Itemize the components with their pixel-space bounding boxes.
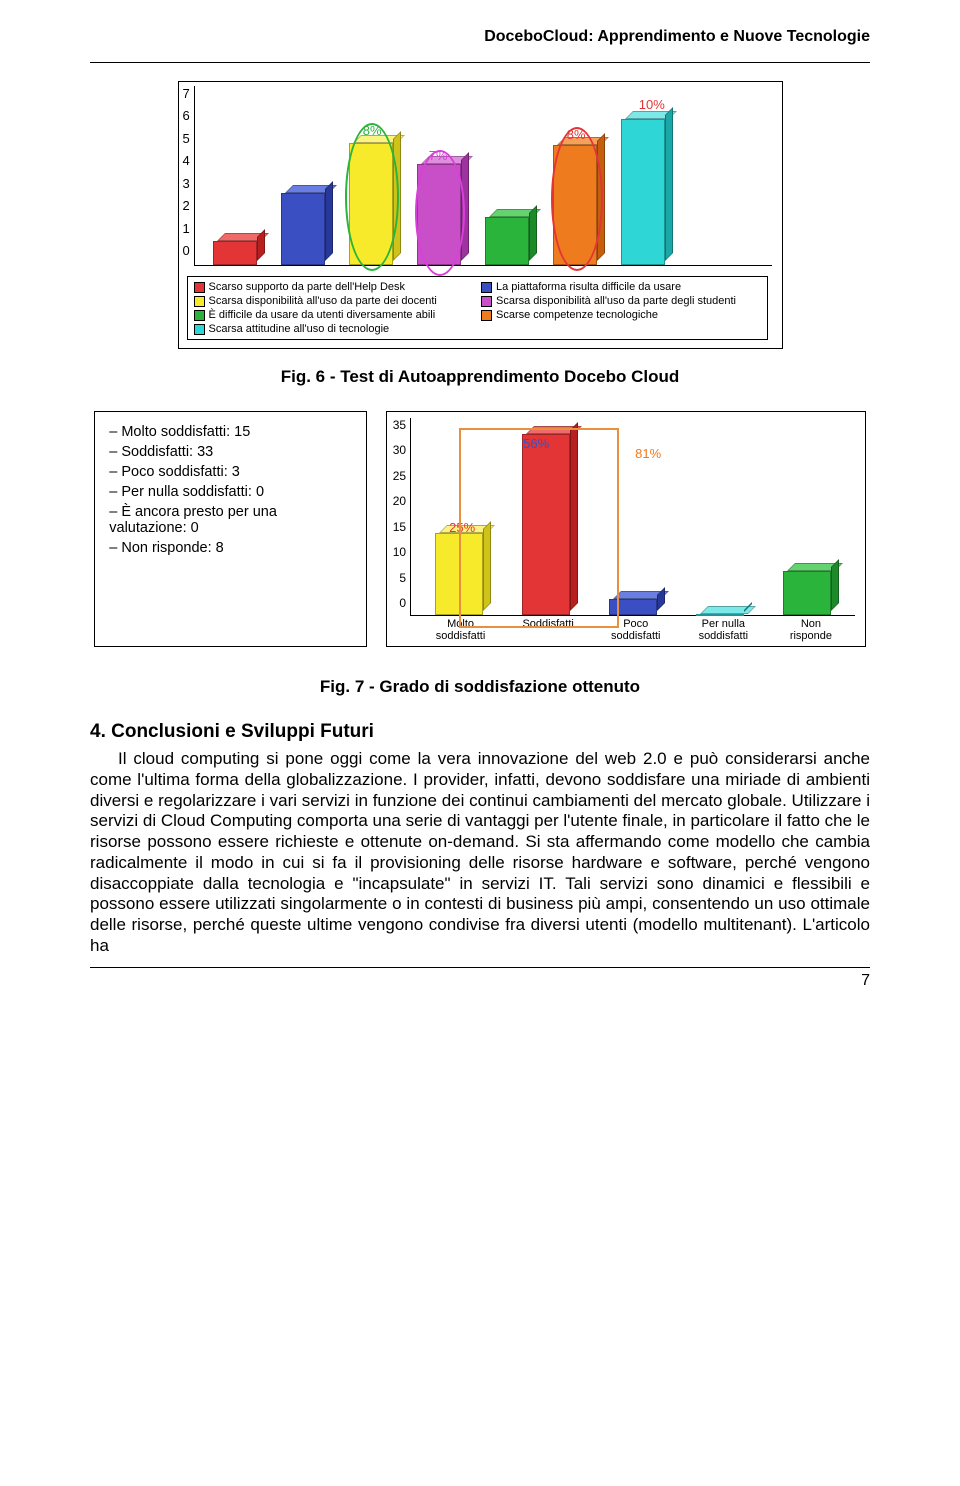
legend-swatch bbox=[481, 296, 492, 307]
chart2-ytick: 5 bbox=[393, 571, 406, 585]
chart1-bar: 8% bbox=[349, 143, 393, 265]
legend-label: È difficile da usare da utenti diversame… bbox=[209, 309, 436, 321]
chart1-annotation: 10% bbox=[639, 97, 665, 112]
chart2-xlabel: Non risponde bbox=[779, 618, 843, 642]
chart2-ytick: 15 bbox=[393, 520, 406, 534]
chart1-bar: 10% bbox=[621, 119, 665, 265]
body-paragraph: Il cloud computing si pone oggi come la … bbox=[90, 749, 870, 956]
chart2-bar bbox=[609, 599, 657, 615]
legend-label: Scarsa disponibilità all'uso da parte de… bbox=[209, 295, 437, 307]
legend-swatch bbox=[481, 282, 492, 293]
satisfaction-list: – Molto soddisfatti: 15 – Soddisfatti: 33… bbox=[94, 411, 367, 647]
chart1-legend-item: Scarse competenze tecnologiche bbox=[481, 309, 761, 321]
legend-label: Scarsa disponibilità all'uso da parte de… bbox=[496, 295, 736, 307]
chart1-bar: 7% bbox=[417, 164, 461, 265]
satisfaction-item: – Molto soddisfatti: 15 bbox=[109, 424, 356, 440]
chart2-ytick: 35 bbox=[393, 418, 406, 432]
chart1-bar bbox=[213, 241, 257, 265]
satisfaction-item: – Per nulla soddisfatti: 0 bbox=[109, 484, 356, 500]
fig7-row: – Molto soddisfatti: 15 – Soddisfatti: 33… bbox=[90, 411, 870, 659]
chart1-annotation: 8% bbox=[363, 123, 382, 138]
legend-swatch bbox=[481, 310, 492, 321]
chart2-ytick: 10 bbox=[393, 545, 406, 559]
chart2-bar bbox=[435, 533, 483, 615]
chart2-xlabel: Soddisfatti bbox=[516, 618, 580, 642]
chart2-bar bbox=[522, 434, 570, 615]
chart2-annotation: 25% bbox=[449, 520, 475, 535]
legend-swatch bbox=[194, 296, 205, 307]
chart2-plot: 25% 56% 81% bbox=[410, 418, 855, 616]
chart1-bar bbox=[281, 193, 325, 265]
fig7-caption: Fig. 7 - Grado di soddisfazione ottenuto bbox=[90, 677, 870, 697]
chart1-annotation: 8% bbox=[567, 127, 586, 142]
legend-label: Scarsa attitudine all'uso di tecnologie bbox=[209, 323, 390, 335]
chart1-ytick: 5 bbox=[183, 131, 190, 146]
chart1-legend-item: Scarso supporto da parte dell'Help Desk bbox=[194, 281, 474, 293]
footer-rule bbox=[90, 967, 870, 968]
chart1-ytick: 6 bbox=[183, 108, 190, 123]
chart2-bar bbox=[696, 614, 744, 615]
chart1-legend-item: Scarsa attitudine all'uso di tecnologie bbox=[194, 323, 474, 335]
page-number: 7 bbox=[90, 972, 870, 990]
chart1-ytick: 4 bbox=[183, 153, 190, 168]
chart2-ytick: 0 bbox=[393, 596, 406, 610]
legend-label: La piattaforma risulta difficile da usar… bbox=[496, 281, 681, 293]
chart2-ytick: 30 bbox=[393, 443, 406, 457]
chart2-container: 35 30 25 20 15 10 5 0 25% 56% 81% Molto soddisfat… bbox=[386, 411, 866, 647]
satisfaction-item: – Non risponde: 8 bbox=[109, 540, 356, 556]
satisfaction-item: – È ancora presto per una valutazione: 0 bbox=[109, 504, 356, 536]
chart2-xlabel: Per nulla soddisfatti bbox=[691, 618, 755, 642]
fig6-caption: Fig. 6 - Test di Autoapprendimento Doceb… bbox=[90, 367, 870, 387]
chart2-xlabels: Molto soddisfatti Soddisfatti Poco soddisf… bbox=[417, 618, 855, 642]
chart2-xlabel: Poco soddisfatti bbox=[604, 618, 668, 642]
chart2-annotation: 56% bbox=[523, 436, 549, 451]
chart1-yaxis: 7 6 5 4 3 2 1 0 bbox=[183, 86, 194, 258]
legend-swatch bbox=[194, 324, 205, 335]
chart2-xlabel: Molto soddisfatti bbox=[429, 618, 493, 642]
running-header: DoceboCloud: Apprendimento e Nuove Tecno… bbox=[90, 28, 870, 46]
chart1-container: 76543210 8%7%8%10% Scarso supporto da pa… bbox=[178, 81, 783, 349]
chart1-legend: Scarso supporto da parte dell'Help Desk L… bbox=[187, 276, 768, 340]
chart2-yaxis: 35 30 25 20 15 10 5 0 bbox=[393, 418, 410, 610]
legend-label: Scarso supporto da parte dell'Help Desk bbox=[209, 281, 406, 293]
chart1-annotation: 7% bbox=[429, 148, 448, 163]
header-rule bbox=[90, 62, 870, 63]
legend-label: Scarse competenze tecnologiche bbox=[496, 309, 658, 321]
chart1-legend-item: La piattaforma risulta difficile da usar… bbox=[481, 281, 761, 293]
chart1-legend-item: È difficile da usare da utenti diversame… bbox=[194, 309, 474, 321]
chart1-ytick: 3 bbox=[183, 176, 190, 191]
chart2-ytick: 25 bbox=[393, 469, 406, 483]
chart1-legend-item: Scarsa disponibilità all'uso da parte de… bbox=[481, 295, 761, 307]
legend-swatch bbox=[194, 282, 205, 293]
chart1-ytick: 1 bbox=[183, 221, 190, 236]
chart1-ytick: 7 bbox=[183, 86, 190, 101]
chart1-bar: 8% bbox=[553, 145, 597, 265]
chart2-bar bbox=[783, 571, 831, 615]
chart2-annotation: 81% bbox=[635, 446, 661, 461]
chart1-plot: 8%7%8%10% bbox=[194, 86, 772, 266]
chart1-ytick: 2 bbox=[183, 198, 190, 213]
chart1-bar bbox=[485, 217, 529, 265]
chart2-ytick: 20 bbox=[393, 494, 406, 508]
legend-swatch bbox=[194, 310, 205, 321]
satisfaction-item: – Soddisfatti: 33 bbox=[109, 444, 356, 460]
chart1-legend-item: Scarsa disponibilità all'uso da parte de… bbox=[194, 295, 474, 307]
section-title: 4. Conclusioni e Sviluppi Futuri bbox=[90, 721, 870, 743]
satisfaction-item: – Poco soddisfatti: 3 bbox=[109, 464, 356, 480]
chart1-ytick: 0 bbox=[183, 243, 190, 258]
